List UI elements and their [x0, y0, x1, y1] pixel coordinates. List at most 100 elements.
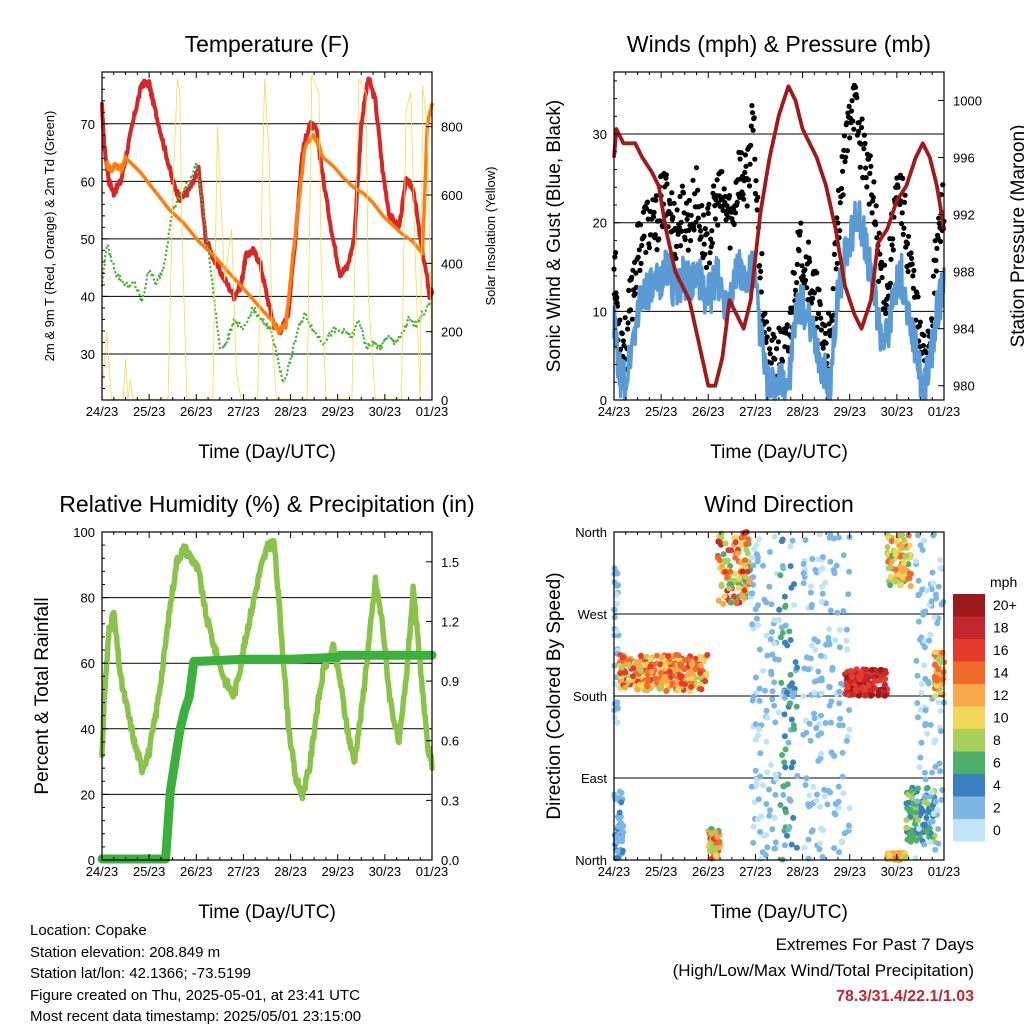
- gust-point: [750, 127, 756, 133]
- gust-point: [866, 201, 872, 207]
- direction-point: [681, 666, 688, 673]
- direction-point: [771, 702, 778, 709]
- direction-point: [830, 567, 837, 574]
- direction-point: [914, 700, 921, 706]
- direction-point: [769, 826, 776, 833]
- direction-point: [870, 673, 877, 680]
- direction-point: [724, 573, 731, 580]
- gust-point: [873, 203, 879, 209]
- direction-point: [647, 655, 654, 662]
- direction-point: [924, 587, 931, 594]
- gust-point: [846, 103, 852, 109]
- direction-point: [782, 746, 789, 753]
- direction-point: [892, 578, 899, 585]
- y-tick-label: North: [575, 853, 607, 868]
- direction-point: [820, 554, 826, 560]
- direction-point: [749, 621, 756, 628]
- gust-point: [849, 98, 855, 104]
- direction-point: [831, 845, 838, 852]
- direction-point: [736, 575, 743, 582]
- direction-point: [779, 629, 786, 636]
- gust-point: [883, 302, 889, 308]
- direction-point: [832, 637, 839, 644]
- colorbar-swatch: [953, 661, 985, 684]
- location-text: Location: Copake: [30, 922, 147, 939]
- direction-point: [815, 668, 822, 675]
- direction-point: [849, 691, 856, 698]
- gust-point: [791, 270, 797, 276]
- direction-point: [935, 699, 942, 706]
- direction-point: [757, 750, 764, 757]
- direction-point: [887, 573, 894, 580]
- direction-point: [712, 829, 719, 836]
- direction-point: [905, 575, 912, 582]
- x-tick-label: 01/23: [416, 404, 449, 419]
- y-tick-label: 30: [81, 347, 95, 362]
- gust-point: [864, 184, 870, 190]
- direction-point: [884, 544, 891, 550]
- direction-point: [901, 853, 908, 860]
- gust-point: [835, 220, 841, 226]
- direction-point: [924, 730, 931, 737]
- direction-point: [760, 562, 766, 569]
- gust-point: [719, 203, 726, 209]
- direction-point: [904, 805, 911, 811]
- y-tick-label: 50: [81, 232, 95, 247]
- gust-point: [691, 227, 697, 233]
- direction-point: [766, 549, 773, 555]
- gust-point: [758, 289, 764, 295]
- direction-point: [934, 675, 941, 682]
- direction-point: [678, 680, 685, 687]
- direction-point: [642, 662, 649, 669]
- gust-point: [635, 254, 641, 260]
- direction-point: [781, 783, 787, 790]
- direction-point: [707, 839, 714, 846]
- gust-point: [648, 232, 654, 238]
- gust-point: [690, 177, 696, 183]
- gust-point: [675, 231, 681, 237]
- direction-point: [762, 687, 768, 694]
- chart-title: Wind Direction: [704, 491, 854, 517]
- direction-point: [934, 807, 941, 813]
- direction-point: [704, 652, 711, 658]
- gust-point: [906, 233, 912, 239]
- direction-point: [833, 562, 840, 569]
- direction-point: [901, 553, 908, 560]
- gust-point: [742, 152, 749, 158]
- gust-point: [755, 194, 761, 200]
- gust-point: [768, 360, 774, 366]
- direction-point: [757, 773, 764, 780]
- gust-point: [678, 243, 684, 249]
- direction-point: [918, 690, 925, 696]
- direction-point: [633, 660, 640, 667]
- direction-point: [792, 659, 799, 666]
- direction-point: [788, 716, 795, 723]
- gust-point: [923, 350, 929, 356]
- gust-point: [940, 182, 946, 188]
- direction-point: [908, 787, 915, 794]
- direction-point: [863, 673, 870, 680]
- direction-point: [916, 764, 923, 771]
- gust-point: [625, 326, 631, 332]
- direction-point: [768, 668, 775, 675]
- direction-point: [936, 760, 943, 767]
- gust-point: [870, 194, 876, 200]
- direction-point: [803, 775, 810, 782]
- x-axis-label: Time (Day/UTC): [710, 442, 848, 463]
- direction-point: [778, 624, 785, 631]
- gust-point: [640, 209, 647, 215]
- gust-point: [833, 266, 839, 272]
- gust-point: [856, 120, 862, 126]
- direction-point: [828, 698, 835, 705]
- direction-point: [843, 637, 850, 644]
- direction-point: [793, 844, 800, 851]
- direction-point: [756, 685, 763, 692]
- direction-point: [822, 720, 829, 726]
- direction-point: [937, 728, 944, 735]
- gust-point: [862, 140, 868, 147]
- gust-point: [645, 199, 651, 205]
- gust-point: [686, 197, 693, 203]
- direction-point: [863, 666, 870, 673]
- direction-point: [654, 652, 661, 659]
- direction-point: [905, 532, 912, 539]
